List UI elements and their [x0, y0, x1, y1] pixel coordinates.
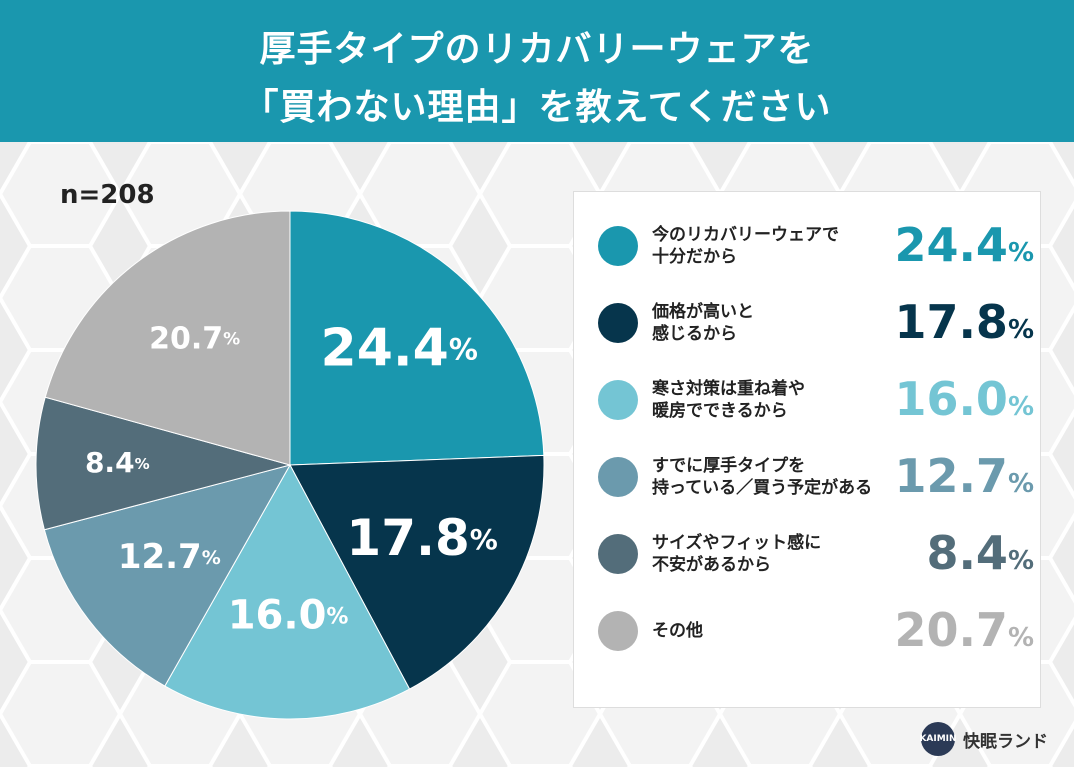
pie-slice — [44, 210, 291, 466]
pie-chart: 24.4% 17.8% 16.0%12.7% 8.4% 20.7% — [35, 210, 545, 720]
legend-item: すでに厚手タイプを 持っている／買う予定がある 12.7% — [574, 447, 1040, 507]
legend-label: 今のリカバリーウェアで 十分だから — [652, 225, 839, 267]
pie-slice — [289, 454, 545, 690]
pie-slice — [35, 396, 292, 531]
legend-swatch — [598, 457, 638, 497]
title-line-1: 厚手タイプのリカバリーウェアを — [259, 29, 815, 70]
pie-slice-label: 24.4% — [321, 319, 478, 379]
legend-value: 16.0% — [894, 372, 1034, 426]
brand: KAIMIN 快眠ランド — [919, 722, 1048, 756]
legend-value: 8.4% — [926, 526, 1034, 580]
legend-label: 価格が高いと 感じるから — [652, 302, 754, 344]
legend-swatch — [598, 380, 638, 420]
legend-swatch — [598, 226, 638, 266]
title-line-2: 「買わない理由」を教えてください — [242, 87, 832, 128]
legend-value: 20.7% — [894, 603, 1034, 657]
legend-item: 価格が高いと 感じるから 17.8% — [574, 293, 1040, 353]
legend-value: 17.8% — [894, 295, 1034, 349]
legend-item: 今のリカバリーウェアで 十分だから 24.4% — [574, 216, 1040, 276]
legend-swatch — [598, 534, 638, 574]
pie-slice-label: 17.8% — [346, 508, 497, 566]
pie-slice-label: 20.7% — [149, 321, 240, 356]
chart-header: 厚手タイプのリカバリーウェアを 「買わない理由」を教えてください — [0, 0, 1074, 142]
legend-item: その他 20.7% — [574, 601, 1040, 661]
legend-value: 24.4% — [894, 218, 1034, 272]
sample-size: n=208 — [60, 180, 155, 210]
pie-slice-label: 12.7% — [118, 537, 221, 577]
legend-item: 寒さ対策は重ね着や 暖房でできるから 16.0% — [574, 370, 1040, 430]
legend-label: 寒さ対策は重ね着や 暖房でできるから — [652, 379, 805, 421]
pie-slice — [43, 464, 292, 687]
pie-slice — [289, 210, 545, 466]
brand-logo-icon: KAIMIN — [919, 722, 957, 756]
legend-swatch — [598, 303, 638, 343]
legend-label: その他 — [652, 621, 703, 641]
legend: 今のリカバリーウェアで 十分だから 24.4% 価格が高いと 感じるから 17.8% 寒… — [573, 191, 1041, 708]
legend-item: サイズやフィット感に 不安があるから 8.4% — [574, 524, 1040, 584]
legend-swatch — [598, 611, 638, 651]
legend-label: サイズやフィット感に 不安があるから — [652, 533, 822, 575]
legend-label: すでに厚手タイプを 持っている／買う予定がある — [652, 456, 873, 498]
pie-slice — [164, 463, 411, 720]
pie-slice-label: 16.0% — [228, 592, 349, 638]
brand-name: 快眠ランド — [963, 731, 1048, 752]
pie-slice-label: 8.4% — [85, 446, 150, 479]
legend-value: 12.7% — [894, 449, 1034, 503]
